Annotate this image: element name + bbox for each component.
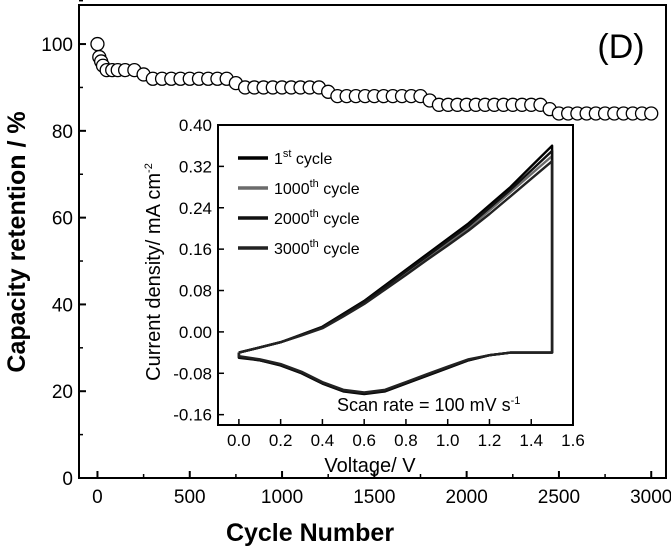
- legend-label-rest: cycle: [319, 211, 360, 228]
- main-x-tick-label: 1500: [353, 487, 395, 508]
- inset-y-axis-title: Current density/ mA cm-2: [143, 163, 165, 381]
- inset-x-tick-label: 1.4: [519, 431, 543, 450]
- legend-label: 1000th cycle: [274, 178, 360, 198]
- legend-label-sup: st: [283, 148, 292, 160]
- legend-label: 1st cycle: [274, 148, 332, 168]
- scan-rate-sup: -1: [511, 395, 521, 407]
- inset-y-tick-label: 0.40: [179, 116, 212, 135]
- data-point: [644, 106, 659, 121]
- inset-x-tick-label: 0.6: [352, 431, 376, 450]
- inset-y-tick-label: -0.16: [173, 406, 212, 425]
- legend-label-number: 1: [274, 151, 283, 168]
- main-x-tick-label: 1000: [261, 487, 303, 508]
- inset-x-tick-label: 0.0: [227, 431, 251, 450]
- inset-x-tick-label: 1.2: [478, 431, 502, 450]
- main-x-tick-label: 2500: [538, 487, 580, 508]
- main-y-tick-label: 40: [52, 295, 73, 316]
- inset-plot-background: [218, 125, 573, 425]
- legend-label-sup: th: [310, 178, 319, 190]
- inset-y-tick-label: 0.24: [179, 199, 212, 218]
- inset-y-axis-title-main: Current density/ mA cm: [143, 173, 165, 381]
- main-x-tick-label: 0: [92, 487, 103, 508]
- inset-curves: [237, 144, 554, 396]
- main-x-axis-title: Cycle Number: [226, 519, 394, 547]
- legend-label-rest: cycle: [319, 181, 360, 198]
- main-x-axis: 0 500 1000 1500 2000 2500 3000: [92, 471, 671, 508]
- main-y-tick-label: 80: [52, 122, 73, 143]
- legend-label-sup: th: [310, 208, 319, 220]
- main-data-points: [90, 36, 659, 121]
- inset-y-tick-label: 0.32: [179, 157, 212, 176]
- panel-label: (D): [597, 28, 644, 66]
- main-x-tick-label: 3000: [630, 487, 671, 508]
- inset-x-tick-label: 0.4: [311, 431, 335, 450]
- legend-label-number: 1000: [274, 181, 310, 198]
- legend-label-number: 3000: [274, 241, 310, 258]
- cv-curve-series: [237, 159, 554, 394]
- main-y-tick-label: 20: [52, 382, 73, 403]
- inset-y-tick-label: 0.00: [179, 323, 212, 342]
- main-y-tick-label: 0: [62, 469, 73, 490]
- main-x-tick-label: 2000: [446, 487, 488, 508]
- legend-label-rest: cycle: [319, 241, 360, 258]
- inset-plot-frame: [217, 124, 574, 426]
- inset-x-tick-label: 0.2: [269, 431, 293, 450]
- scan-rate-annotation: Scan rate = 100 mV s-1: [337, 395, 520, 415]
- main-x-tick-label: 500: [174, 487, 206, 508]
- legend-label-sup: th: [310, 238, 319, 250]
- inset-y-tick-label: -0.08: [173, 364, 212, 383]
- main-y-axis: 0 20 40 60 80 100: [41, 0, 86, 490]
- legend-label: 2000th cycle: [274, 208, 360, 228]
- inset-y-tick-label: 0.16: [179, 240, 212, 259]
- main-y-axis-title: Capacity retention / %: [3, 111, 31, 372]
- inset-x-tick-label: 0.8: [394, 431, 418, 450]
- inset-y-axis: -0.16 -0.08 0.00 0.08 0.16 0.24 0.32 0.40: [173, 116, 224, 425]
- inset-y-axis-title-sup: -2: [143, 163, 155, 173]
- inset-y-tick-label: 0.08: [179, 282, 212, 301]
- inset-x-axis: 0.0 0.2 0.4 0.6 0.8 1.0 1.2 1.4 1.6: [227, 419, 585, 450]
- legend-label: 3000th cycle: [274, 238, 360, 258]
- legend-label-rest: cycle: [291, 151, 332, 168]
- main-plot-frame: [78, 4, 667, 479]
- inset-x-tick-label: 1.6: [561, 431, 585, 450]
- inset-x-axis-title: Voltage/ V: [324, 455, 416, 477]
- data-point: [90, 36, 105, 52]
- scan-rate-text: Scan rate = 100 mV s: [337, 395, 511, 415]
- inset-x-tick-label: 1.0: [436, 431, 460, 450]
- main-y-tick-label: 60: [52, 209, 73, 230]
- main-y-tick-label: 100: [41, 35, 73, 56]
- legend-label-number: 2000: [274, 211, 310, 228]
